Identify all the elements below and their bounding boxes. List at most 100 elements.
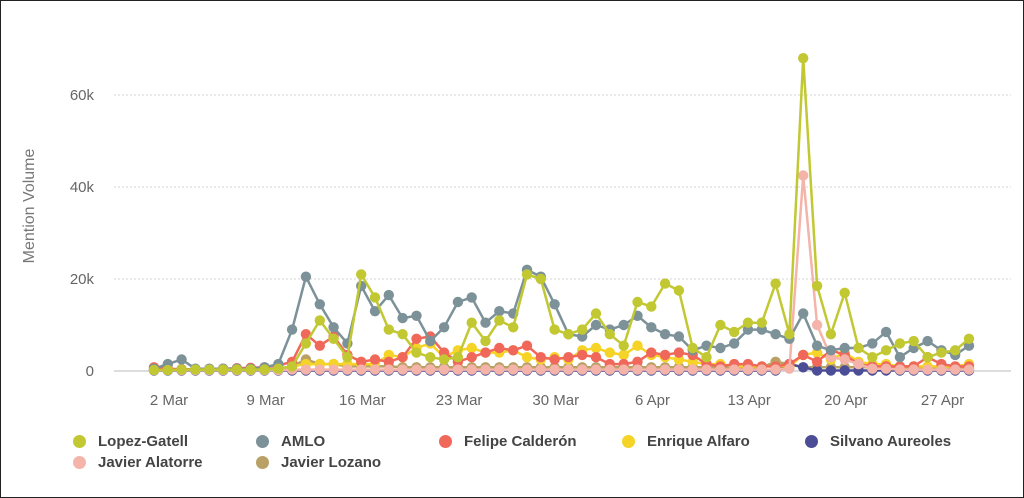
data-point[interactable] <box>563 329 574 340</box>
data-point[interactable] <box>673 331 685 342</box>
data-point[interactable] <box>577 364 588 375</box>
data-point[interactable] <box>314 299 325 310</box>
data-point[interactable] <box>466 364 477 375</box>
data-point[interactable] <box>397 312 408 324</box>
data-point[interactable] <box>825 329 837 340</box>
data-point[interactable] <box>811 340 823 351</box>
data-point[interactable] <box>300 338 312 349</box>
data-point[interactable] <box>273 363 284 374</box>
data-point[interactable] <box>521 269 533 280</box>
data-point[interactable] <box>729 326 740 338</box>
data-point[interactable] <box>231 364 243 375</box>
data-point[interactable] <box>811 280 823 292</box>
data-point[interactable] <box>438 322 450 333</box>
data-point[interactable] <box>922 352 933 363</box>
data-point[interactable] <box>217 364 229 375</box>
data-point[interactable] <box>867 338 878 349</box>
data-point[interactable] <box>839 354 850 365</box>
data-point[interactable] <box>521 340 533 351</box>
data-point[interactable] <box>452 352 464 363</box>
data-point[interactable] <box>480 364 491 375</box>
data-point[interactable] <box>839 342 850 354</box>
data-point[interactable] <box>950 364 961 375</box>
data-point[interactable] <box>729 338 740 349</box>
data-point[interactable] <box>659 349 671 361</box>
data-point[interactable] <box>659 329 671 340</box>
data-point[interactable] <box>494 306 505 317</box>
data-point[interactable] <box>604 347 615 358</box>
data-point[interactable] <box>646 301 657 312</box>
data-point[interactable] <box>190 364 201 375</box>
data-point[interactable] <box>894 352 906 363</box>
data-point[interactable] <box>549 354 560 365</box>
data-point[interactable] <box>963 333 975 344</box>
data-point[interactable] <box>494 315 505 326</box>
legend-item-amlo[interactable]: AMLO <box>256 433 325 450</box>
data-point[interactable] <box>811 365 823 376</box>
data-point[interactable] <box>908 335 919 347</box>
data-point[interactable] <box>798 362 809 373</box>
data-point[interactable] <box>604 329 615 340</box>
data-point[interactable] <box>770 364 781 375</box>
data-point[interactable] <box>673 347 685 358</box>
data-point[interactable] <box>867 352 878 363</box>
data-point[interactable] <box>300 271 312 282</box>
data-point[interactable] <box>328 333 339 344</box>
data-point[interactable] <box>659 278 671 289</box>
data-point[interactable] <box>687 364 698 375</box>
data-point[interactable] <box>756 317 767 328</box>
data-point[interactable] <box>784 329 795 340</box>
data-point[interactable] <box>356 269 367 280</box>
data-point[interactable] <box>563 352 574 363</box>
data-point[interactable] <box>618 319 629 331</box>
data-point[interactable] <box>715 319 726 331</box>
data-point[interactable] <box>452 364 464 375</box>
data-point[interactable] <box>466 352 477 363</box>
data-point[interactable] <box>784 363 795 374</box>
data-point[interactable] <box>936 347 947 358</box>
data-point[interactable] <box>383 364 394 375</box>
data-point[interactable] <box>508 322 519 333</box>
data-point[interactable] <box>342 352 353 363</box>
data-point[interactable] <box>521 352 533 363</box>
data-point[interactable] <box>646 364 657 375</box>
data-point[interactable] <box>438 354 450 365</box>
data-point[interactable] <box>397 352 408 363</box>
data-point[interactable] <box>480 347 491 358</box>
data-point[interactable] <box>494 342 505 354</box>
data-point[interactable] <box>452 296 464 308</box>
data-point[interactable] <box>936 364 947 375</box>
data-point[interactable] <box>411 333 422 344</box>
data-point[interactable] <box>466 342 477 354</box>
data-point[interactable] <box>480 335 491 347</box>
data-point[interactable] <box>659 364 671 375</box>
data-point[interactable] <box>466 292 477 303</box>
legend-item-silvano-aureoles[interactable]: Silvano Aureoles <box>805 433 951 450</box>
data-point[interactable] <box>383 356 394 367</box>
data-point[interactable] <box>411 310 422 321</box>
data-point[interactable] <box>411 364 422 375</box>
data-point[interactable] <box>770 278 781 289</box>
data-point[interactable] <box>286 361 298 372</box>
data-point[interactable] <box>798 53 809 64</box>
data-point[interactable] <box>397 364 408 375</box>
data-point[interactable] <box>853 342 864 354</box>
data-point[interactable] <box>798 308 809 319</box>
legend-item-javier-lozano[interactable]: Javier Lozano <box>256 454 381 471</box>
legend-item-javier-alatorre[interactable]: Javier Alatorre <box>73 454 203 471</box>
data-point[interactable] <box>590 319 602 331</box>
data-point[interactable] <box>383 324 394 335</box>
data-point[interactable] <box>632 364 643 375</box>
data-point[interactable] <box>729 364 740 375</box>
data-point[interactable] <box>245 364 256 375</box>
data-point[interactable] <box>590 352 602 363</box>
data-point[interactable] <box>604 364 615 375</box>
data-point[interactable] <box>521 364 533 375</box>
data-point[interactable] <box>162 364 173 376</box>
data-point[interactable] <box>535 352 546 363</box>
data-point[interactable] <box>590 364 602 375</box>
data-point[interactable] <box>176 354 187 365</box>
data-point[interactable] <box>508 364 519 375</box>
data-point[interactable] <box>259 364 270 375</box>
data-point[interactable] <box>922 364 933 375</box>
